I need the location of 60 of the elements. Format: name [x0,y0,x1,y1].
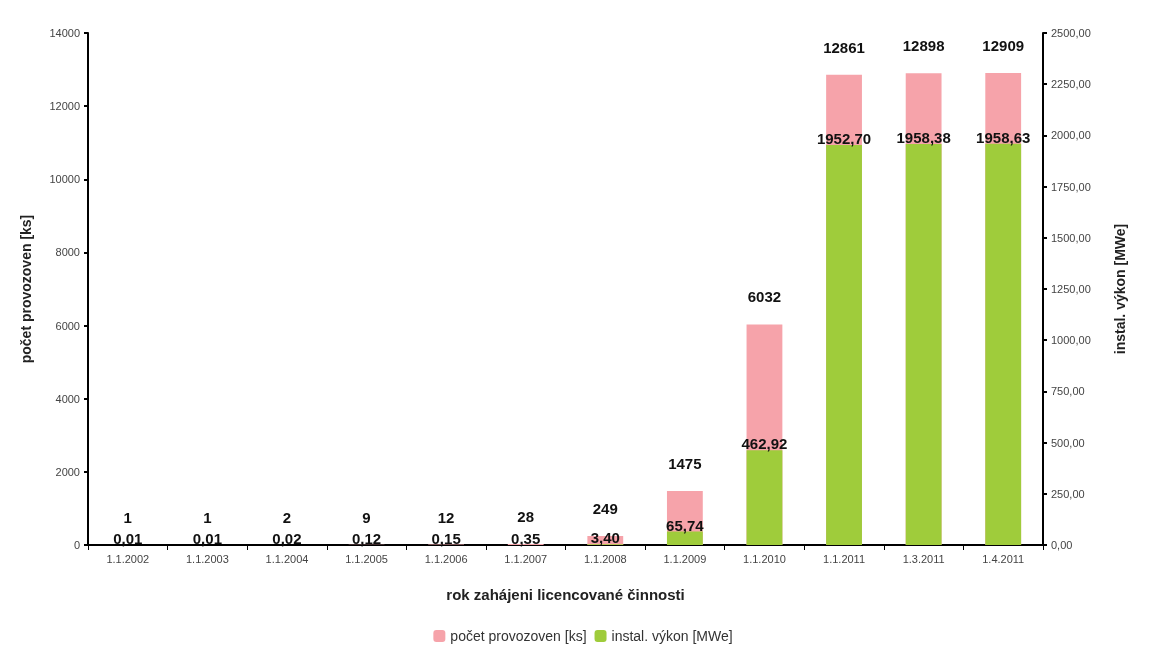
y2-axis-title: instal. výkon [MWe] [1112,223,1128,355]
data-label: 0,01 [113,530,143,547]
y-tick-label: 8000 [55,246,80,259]
data-label: 12898 [902,37,945,55]
data-label: 12861 [823,38,865,56]
x-tick-label: 1.1.2005 [345,552,388,565]
y2-tick-label: 1500,00 [1051,231,1091,244]
data-label: 1952,70 [816,130,872,148]
legend-label: instal. výkon [MWe] [611,628,733,644]
x-tick-label: 1.4.2011 [982,552,1025,565]
x-tick-label: 1.1.2007 [504,552,548,565]
legend-label: počet provozoven [ks] [450,628,587,644]
y-tick-label: 0 [73,539,80,551]
y-tick-label: 10000 [49,173,80,186]
x-tick-label: 1.1.2008 [583,552,627,565]
y2-tick-label: 2250,00 [1051,78,1091,91]
x-tick-label: 1.1.2004 [265,552,309,565]
x-tick-label: 1.1.2011 [823,552,866,565]
y-tick-label: 4000 [55,392,80,405]
x-tick-label: 1.1.2003 [185,552,229,565]
data-label: 1 [123,508,132,526]
data-label: 12 [437,508,455,526]
data-label: 28 [517,507,535,525]
y-tick-label: 12000 [49,100,80,113]
y2-tick-label: 1250,00 [1051,283,1091,295]
data-label: 2 [282,508,292,526]
data-label: 9 [362,508,371,526]
data-label: 3,40 [590,529,620,547]
x-tick-label: 1.1.2009 [663,552,707,565]
x-axis-title: rok zahájeni licencované činnosti [446,586,685,603]
x-tick-label: 1.1.2006 [424,552,468,565]
x-tick-label: 1.1.2002 [106,552,150,565]
data-label: 0,12 [351,529,382,547]
x-tick-label: 1.1.2010 [743,552,786,565]
y-tick-label: 2000 [55,465,80,478]
data-label: 249 [592,499,618,517]
data-label: 0,15 [431,529,461,547]
data-label: 1958,63 [976,128,1031,146]
y2-tick-label: 750,00 [1051,385,1085,398]
y2-tick-label: 500,00 [1051,436,1085,449]
y2-tick-label: 2500,00 [1051,27,1091,39]
y-tick-label: 6000 [55,319,80,332]
data-label: 12909 [982,36,1025,54]
x-tick-label: 1.3.2011 [902,552,945,565]
data-label: 0,01 [192,530,222,547]
y2-tick-label: 250,00 [1051,487,1085,500]
y-axis-title: počet provozoven [ks] [18,214,34,364]
data-label: 6032 [747,288,782,306]
y-tick-label: 14000 [49,27,80,39]
data-label: 1958,38 [896,128,951,146]
y2-tick-label: 1750,00 [1051,180,1091,193]
y2-tick-label: 1000,00 [1051,334,1091,347]
data-label: 1 [203,508,212,526]
data-label: 462,92 [741,435,788,453]
data-label: 65,74 [666,516,705,534]
data-label: 1475 [668,455,702,473]
data-label: 0,02 [272,530,302,547]
data-label: 0,35 [511,529,541,547]
y2-tick-label: 2000,00 [1051,129,1091,142]
y2-tick-label: 0,00 [1051,539,1073,551]
